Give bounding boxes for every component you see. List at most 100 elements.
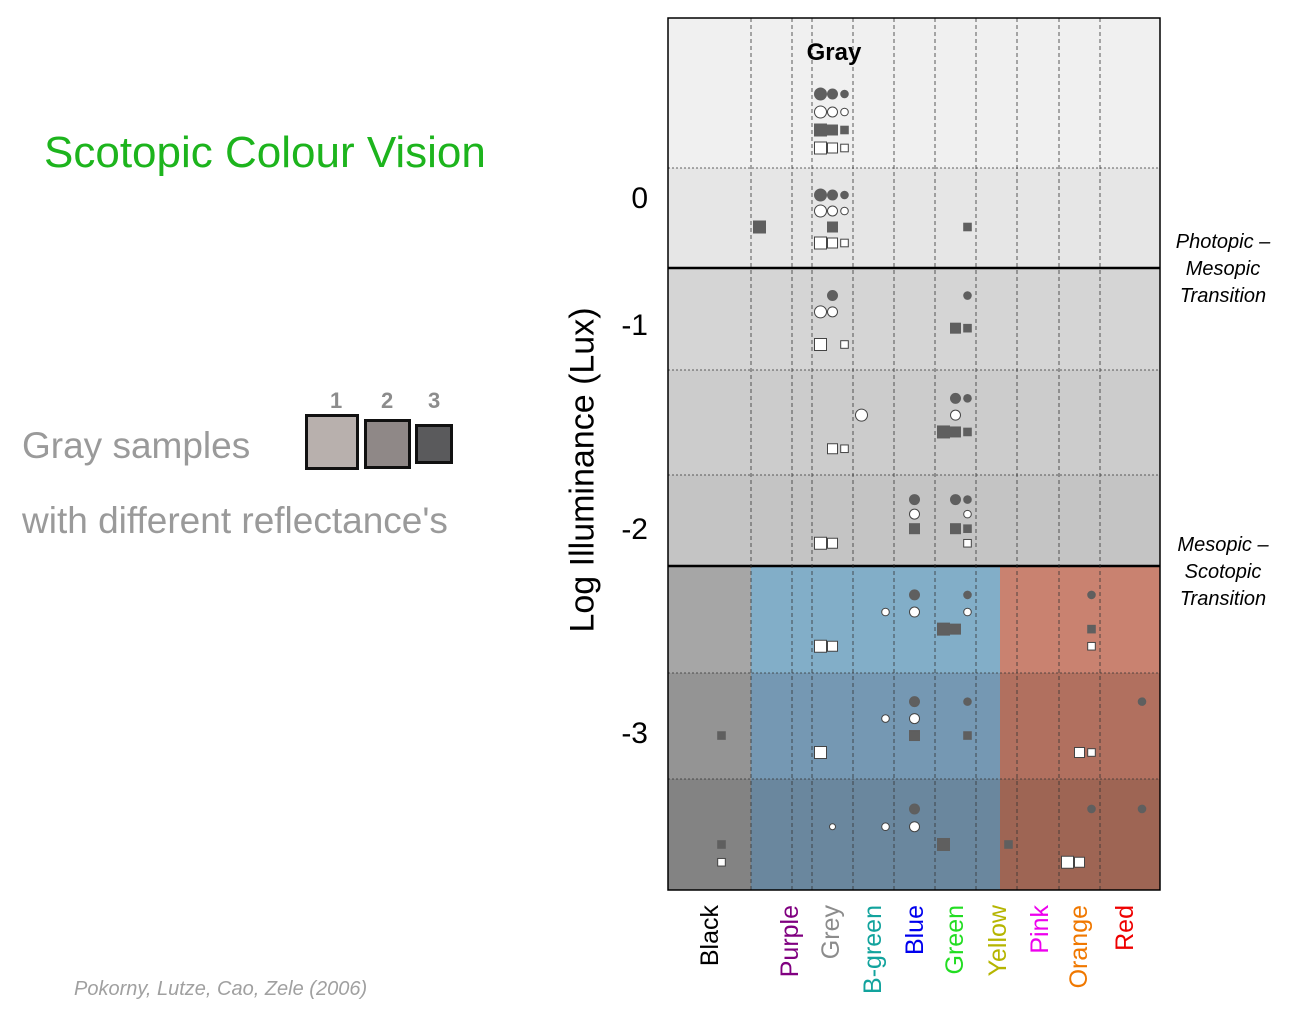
data-point-circle	[950, 392, 961, 404]
data-point-square	[1087, 641, 1096, 651]
x-tick-label-blue: Blue	[901, 905, 929, 955]
data-point-square	[814, 141, 827, 155]
data-point-circle	[814, 204, 827, 218]
data-point-circle	[1137, 697, 1147, 706]
data-point-square	[717, 731, 726, 740]
band-mesopic	[668, 370, 1160, 475]
photopic-mesopic-transition-label: Photopic – Mesopic Transition	[1158, 229, 1288, 310]
data-point-circle	[827, 306, 838, 318]
band-scotopic-black	[668, 673, 751, 779]
data-point-square	[814, 338, 827, 351]
y-tick-label: -3	[621, 717, 648, 750]
transition-lower-line-2: Scotopic	[1184, 561, 1262, 583]
data-point-circle	[840, 206, 849, 216]
gray-swatch-3	[415, 424, 453, 464]
data-point-circle	[963, 291, 972, 300]
mesopic-scotopic-transition-label: Mesopic – Scotopic Transition	[1158, 532, 1288, 613]
data-point-circle	[963, 509, 972, 519]
chart-title: Gray	[807, 39, 862, 66]
data-point-circle	[827, 205, 838, 217]
transition-upper-line-3: Transition	[1179, 285, 1267, 307]
data-point-square	[937, 622, 950, 636]
data-point-circle	[814, 305, 827, 319]
data-point-square	[717, 840, 726, 849]
data-point-square	[840, 143, 849, 153]
band-scotopic-red	[1000, 779, 1160, 890]
data-point-circle	[827, 290, 838, 302]
data-point-square	[840, 125, 849, 135]
data-point-circle	[963, 495, 972, 504]
data-point-square	[950, 623, 961, 635]
x-tick-label-grey: Grey	[817, 905, 845, 960]
data-point-circle	[950, 494, 961, 506]
transition-upper-line-1: Photopic –	[1175, 231, 1271, 253]
x-tick-label-purple: Purple	[776, 905, 804, 977]
data-point-square	[814, 236, 827, 250]
data-point-circle	[963, 607, 972, 617]
data-point-circle	[814, 188, 827, 202]
data-point-square	[717, 857, 726, 867]
band-scotopic-blue	[751, 673, 1000, 779]
data-point-square	[827, 237, 838, 249]
data-point-square	[840, 340, 849, 349]
reflectance-label: with different reflectance's	[22, 500, 448, 541]
band-scotopic-black	[668, 566, 751, 673]
data-point-circle	[840, 107, 849, 117]
y-tick-label: -2	[621, 513, 648, 546]
data-point-square	[950, 523, 961, 535]
data-point-square	[840, 238, 849, 248]
data-point-square	[937, 425, 950, 439]
x-tick-label-pink: Pink	[1026, 905, 1054, 954]
data-point-square	[827, 221, 838, 233]
band-scotopic-red	[1000, 673, 1160, 779]
data-point-square	[1061, 855, 1074, 869]
data-point-circle	[840, 89, 849, 99]
data-point-square	[950, 426, 961, 438]
data-point-circle	[881, 607, 890, 617]
data-point-square	[814, 746, 827, 759]
data-point-circle	[1087, 804, 1096, 814]
swatch-number-1: 1	[330, 388, 343, 413]
x-tick-label-b-green: B-green	[859, 905, 887, 994]
band-photopic	[668, 168, 1160, 268]
data-point-circle	[950, 409, 961, 421]
x-tick-label-orange: Orange	[1065, 905, 1093, 988]
data-point-square	[840, 444, 849, 454]
data-point-circle	[909, 696, 920, 708]
data-point-square	[963, 427, 972, 437]
data-point-square	[1004, 840, 1013, 849]
transition-lower-line-3: Transition	[1179, 588, 1267, 610]
citation: Pokorny, Lutze, Cao, Zele (2006)	[74, 978, 368, 1000]
data-point-circle	[881, 714, 890, 723]
data-point-circle	[881, 822, 890, 832]
data-point-circle	[814, 87, 827, 101]
data-point-circle	[827, 88, 838, 100]
data-point-circle	[840, 190, 849, 200]
gray-swatch-2	[364, 419, 411, 469]
transition-lower-line-1: Mesopic –	[1177, 534, 1269, 556]
data-point-square	[1087, 748, 1096, 757]
data-point-circle	[909, 508, 920, 520]
data-point-circle	[963, 590, 972, 600]
data-point-square	[827, 124, 838, 136]
data-point-square	[963, 538, 972, 548]
data-point-circle	[909, 821, 920, 833]
plot-frame	[667, 17, 1161, 891]
swatch-number-3: 3	[428, 388, 441, 413]
data-point-square	[909, 730, 920, 742]
data-point-square	[814, 123, 827, 137]
band-mesopic	[668, 475, 1160, 566]
data-point-square	[963, 323, 972, 333]
band-scotopic-blue	[751, 779, 1000, 890]
data-point-square	[937, 837, 950, 851]
data-point-circle	[909, 713, 920, 725]
data-point-square	[909, 523, 920, 535]
data-point-circle	[909, 494, 920, 506]
data-point-circle	[827, 106, 838, 118]
data-point-square	[963, 731, 972, 740]
slide-title: Scotopic Colour Vision	[44, 128, 486, 177]
band-scotopic-black	[668, 779, 751, 890]
data-point-square	[1074, 747, 1085, 758]
x-tick-label-yellow: Yellow	[984, 904, 1012, 976]
